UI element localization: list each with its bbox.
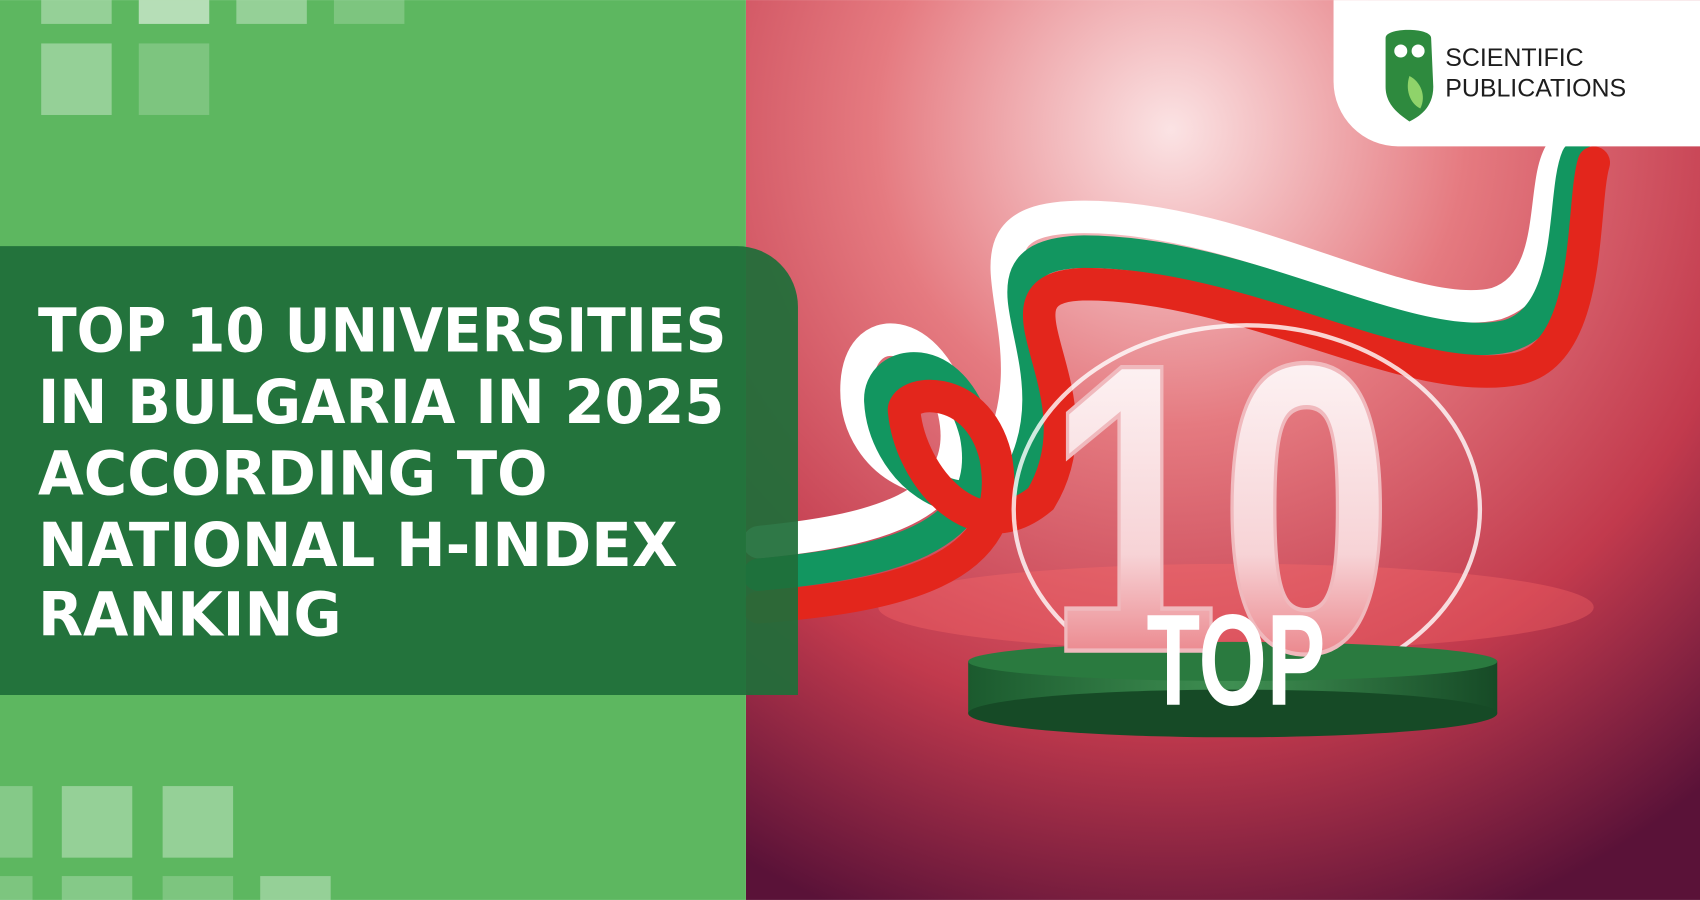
top-label: TOP bbox=[1147, 587, 1326, 733]
logo-text: PUBLICATIONS bbox=[1445, 75, 1626, 103]
headline-line: IN BULGARIA IN 2025 bbox=[38, 368, 724, 438]
decor-squares bbox=[0, 0, 405, 900]
light-glow bbox=[878, 563, 1594, 651]
podium-top bbox=[968, 641, 1498, 681]
headline-line: ACCORDING TO bbox=[38, 439, 548, 509]
headline-line: TOP 10 UNIVERSITIES bbox=[38, 296, 726, 366]
logo-text: SCIENTIFIC bbox=[1445, 44, 1583, 72]
podium-base bbox=[968, 689, 1498, 738]
headline-box bbox=[0, 246, 798, 696]
headline-line: NATIONAL H-INDEX bbox=[38, 511, 678, 581]
logo-icon bbox=[1385, 29, 1434, 122]
big-number: 10 bbox=[1046, 279, 1393, 739]
flag-ribbon bbox=[742, 135, 1611, 624]
headline-line: RANKING bbox=[38, 580, 342, 650]
